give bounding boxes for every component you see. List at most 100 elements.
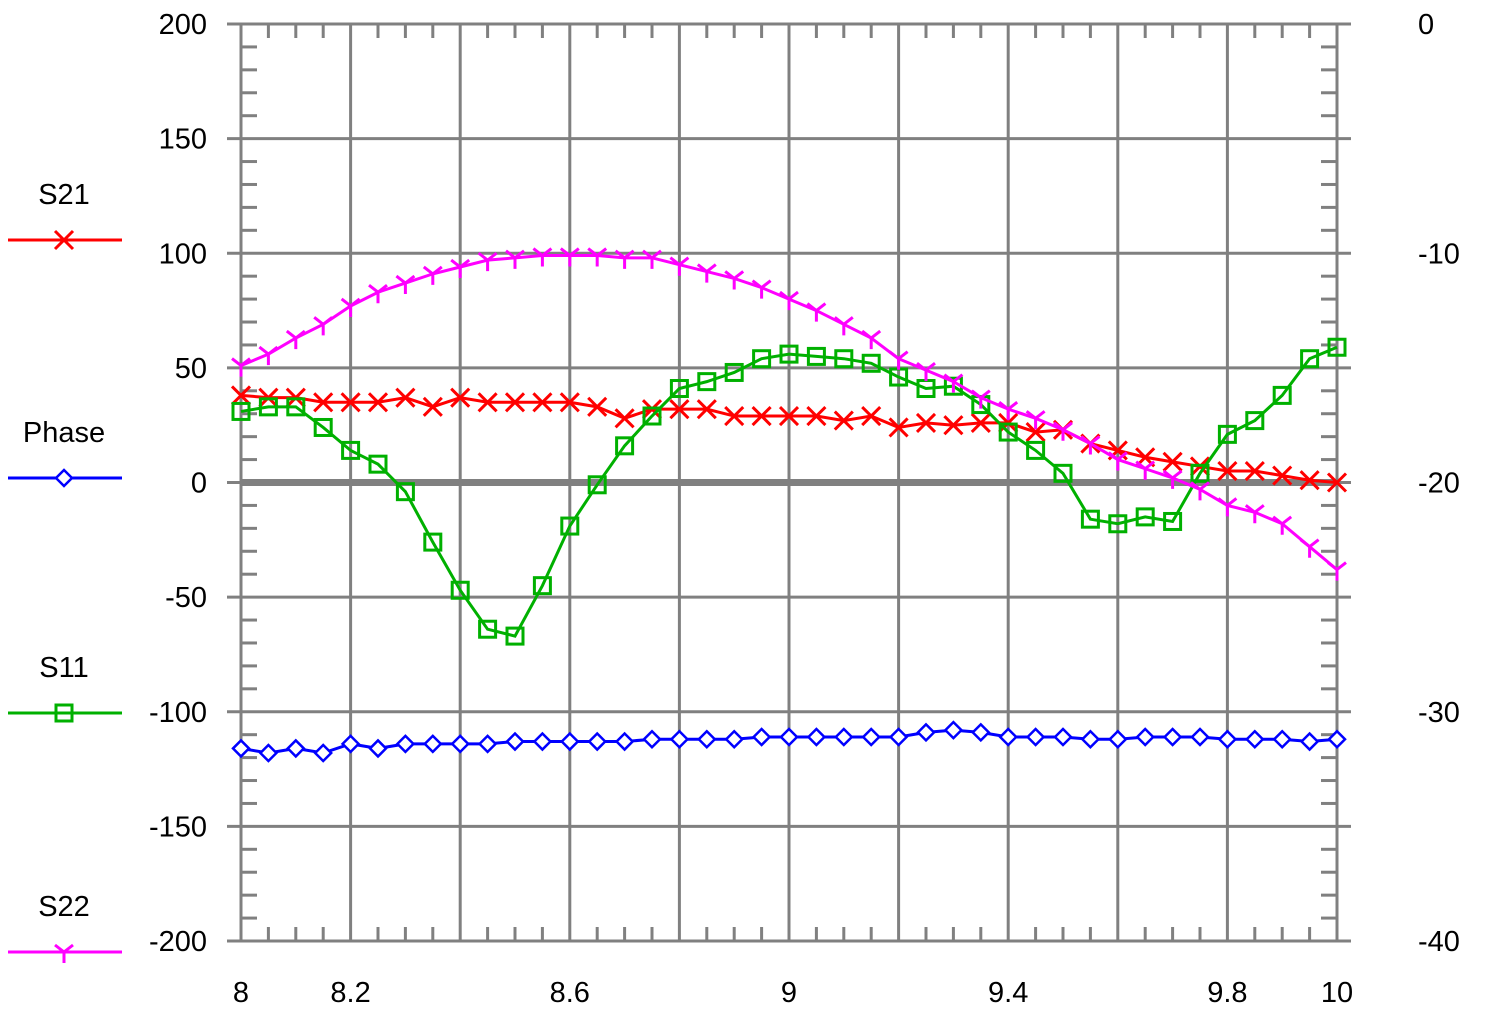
data-point-marker xyxy=(450,387,471,408)
data-point-marker xyxy=(368,284,388,304)
x-tick-label: 9.8 xyxy=(1207,977,1247,1009)
data-point-marker xyxy=(1272,729,1292,750)
data-point-marker xyxy=(642,249,662,269)
data-point-marker xyxy=(1300,349,1320,369)
data-point-marker xyxy=(230,385,252,406)
data-point-marker xyxy=(258,345,279,366)
data-point-marker xyxy=(1080,509,1100,529)
legend-label: S22 xyxy=(38,891,90,923)
data-point-marker xyxy=(861,727,881,747)
data-point-marker xyxy=(1299,538,1320,558)
data-point-marker xyxy=(642,729,662,750)
data-point-marker xyxy=(286,738,306,759)
data-point-marker xyxy=(1108,514,1128,534)
y-tick-label: 50 xyxy=(175,353,207,385)
data-point-marker xyxy=(669,729,690,750)
legend-item-s21: S21 xyxy=(8,179,122,251)
data-point-marker xyxy=(998,422,1018,442)
data-point-marker xyxy=(450,258,471,279)
data-point-marker xyxy=(1326,472,1348,493)
data-point-marker xyxy=(806,302,827,322)
data-point-marker xyxy=(970,412,991,433)
data-point-marker xyxy=(943,415,964,436)
data-point-marker xyxy=(423,734,443,754)
data-point-marker xyxy=(1272,515,1293,535)
data-point-marker xyxy=(1162,451,1183,472)
x-tick-label: 8 xyxy=(233,977,249,1009)
data-point-marker xyxy=(1245,411,1265,431)
data-point-marker xyxy=(587,247,608,267)
data-point-marker xyxy=(368,738,388,759)
data-point-marker xyxy=(1053,421,1073,441)
data-point-marker xyxy=(1108,729,1128,750)
data-point-marker xyxy=(861,329,882,350)
data-point-marker xyxy=(285,329,306,350)
data-point-marker xyxy=(751,727,772,747)
data-point-marker xyxy=(313,417,333,437)
data-point-marker xyxy=(1327,337,1347,357)
data-point-marker xyxy=(1080,435,1101,455)
x-tick-label: 10 xyxy=(1321,977,1353,1009)
y-tick-label: -200 xyxy=(149,926,207,958)
data-point-marker xyxy=(1327,561,1347,581)
data-point-marker xyxy=(779,727,799,747)
data-point-marker xyxy=(916,361,936,382)
data-point-marker xyxy=(806,727,827,747)
legend-label: Phase xyxy=(23,417,105,449)
data-point-marker xyxy=(1162,469,1183,489)
data-point-marker xyxy=(477,734,498,754)
data-point-marker xyxy=(669,256,690,276)
data-point-marker xyxy=(395,387,416,408)
data-point-marker xyxy=(779,344,799,364)
data-point-marker xyxy=(1025,422,1046,443)
data-point-marker xyxy=(861,405,882,427)
data-point-marker xyxy=(834,349,854,369)
data-point-marker xyxy=(1135,507,1155,527)
data-point-marker xyxy=(532,576,552,596)
data-point-marker xyxy=(340,734,361,754)
data-point-marker xyxy=(587,475,607,495)
data-point-marker xyxy=(559,247,580,267)
data-point-marker xyxy=(752,349,772,369)
data-point-marker xyxy=(778,405,800,427)
legend-item-s22: S22 xyxy=(8,891,122,963)
data-point-marker xyxy=(1299,731,1320,752)
data-point-marker xyxy=(1080,729,1101,750)
data-point-marker xyxy=(970,389,991,409)
data-point-marker xyxy=(423,532,443,552)
data-point-marker xyxy=(615,436,635,456)
data-point-marker xyxy=(54,703,74,723)
data-point-marker xyxy=(1025,410,1046,430)
x-tick-label: 8.2 xyxy=(330,977,370,1009)
series-s22 xyxy=(231,247,1347,581)
data-point-marker xyxy=(1107,451,1128,471)
data-point-marker xyxy=(258,743,279,763)
data-point-marker xyxy=(1272,465,1293,486)
data-point-marker xyxy=(697,729,717,750)
data-point-marker xyxy=(231,738,251,759)
series-layer xyxy=(230,247,1348,763)
data-point-marker xyxy=(614,408,635,429)
data-point-marker xyxy=(943,373,964,393)
data-point-marker xyxy=(1244,460,1265,482)
data-point-marker xyxy=(1272,385,1292,405)
legend-label: S11 xyxy=(39,652,88,684)
data-point-marker xyxy=(751,279,772,299)
data-point-marker xyxy=(1217,460,1238,482)
data-point-marker xyxy=(422,265,443,285)
data-point-marker xyxy=(560,516,580,536)
data-point-marker xyxy=(313,392,334,413)
y-tick-label: -100 xyxy=(149,697,207,729)
legend: S21 Phase S11 S22 xyxy=(8,179,122,963)
data-point-marker xyxy=(231,357,251,377)
data-point-marker xyxy=(697,372,717,392)
data-point-marker xyxy=(1025,727,1046,747)
data-point-marker xyxy=(560,731,580,752)
data-point-marker xyxy=(614,249,635,269)
data-point-marker xyxy=(477,392,498,413)
data-point-marker xyxy=(834,727,854,747)
data-point-marker xyxy=(368,454,388,474)
data-point-marker xyxy=(1053,463,1073,483)
data-point-marker xyxy=(532,731,553,752)
data-point-marker xyxy=(998,727,1018,747)
